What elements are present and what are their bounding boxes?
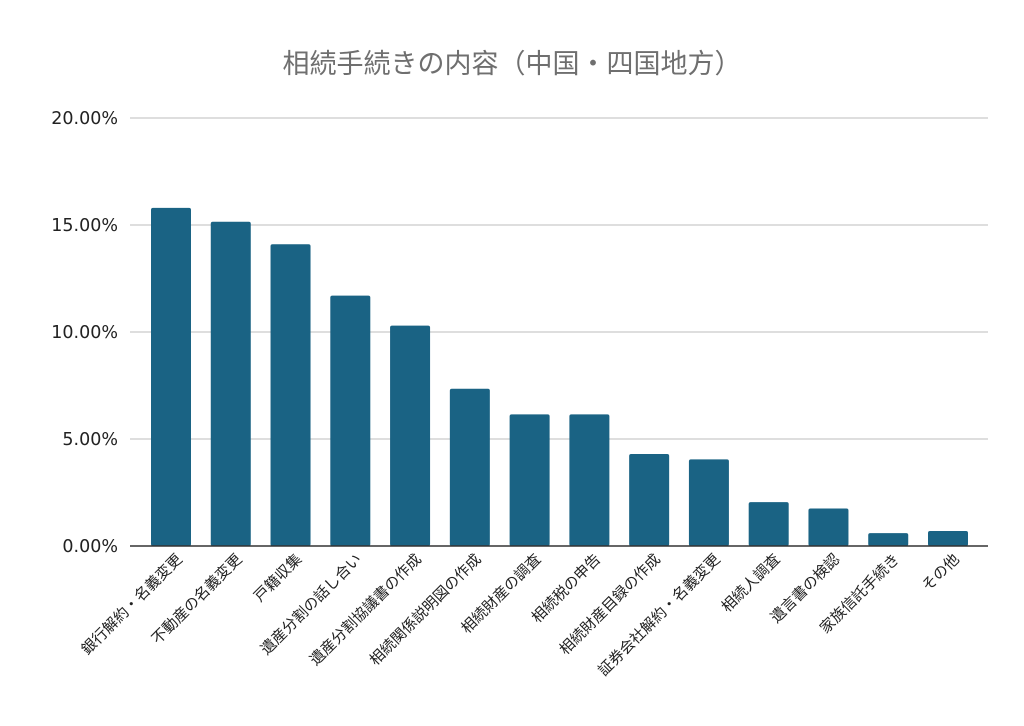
bar xyxy=(390,325,431,546)
bar xyxy=(509,414,550,546)
bars xyxy=(151,207,968,547)
x-category-label: 相続関係説明図の作成 xyxy=(366,550,485,669)
y-tick-label: 10.00% xyxy=(51,323,118,343)
gridlines xyxy=(130,117,988,440)
bar xyxy=(928,531,968,546)
bar xyxy=(629,453,670,546)
x-category-label: 証券会社解約・名義変更 xyxy=(594,550,723,679)
bar xyxy=(808,508,849,546)
bar xyxy=(868,533,909,546)
bar xyxy=(748,502,789,546)
x-category-label: その他 xyxy=(918,550,963,595)
x-category-label: 戸籍収集 xyxy=(250,550,305,605)
y-axis-tick-labels: 0.00% 5.00% 10.00% 15.00% 20.00% xyxy=(51,109,118,557)
y-tick-label: 20.00% xyxy=(51,109,118,129)
bar xyxy=(151,207,191,546)
bar xyxy=(688,459,729,546)
x-category-label: 銀行解約・名義変更 xyxy=(78,550,186,658)
bar xyxy=(210,221,251,547)
chart-title: 相続手続きの内容（中国・四国地方） xyxy=(283,49,742,80)
x-category-label: 遺産分割協議書の作成 xyxy=(306,550,425,669)
bar xyxy=(569,414,610,546)
y-tick-label: 0.00% xyxy=(62,537,118,557)
y-tick-label: 15.00% xyxy=(51,216,118,236)
bar xyxy=(270,244,311,546)
x-category-label: 相続財産目録の作成 xyxy=(556,550,664,658)
bar xyxy=(330,295,371,546)
x-category-label: 遺産分割の話し合い xyxy=(257,550,365,658)
y-tick-label: 5.00% xyxy=(62,430,118,450)
bar xyxy=(449,388,490,546)
